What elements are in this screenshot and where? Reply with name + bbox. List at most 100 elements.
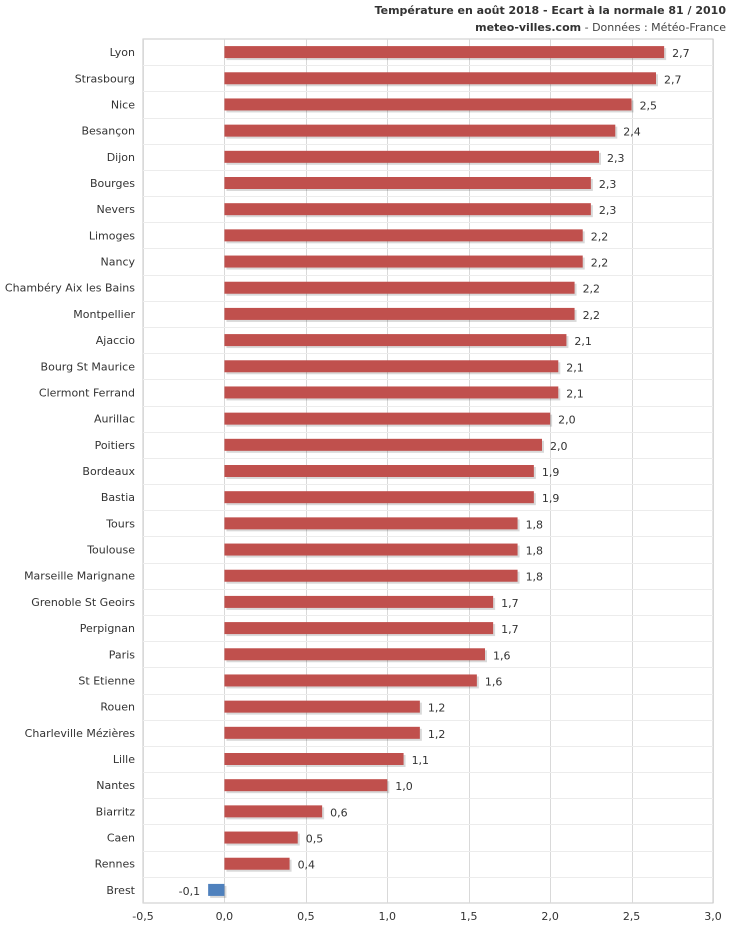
category-label: Strasbourg <box>75 72 135 85</box>
category-label: Rouen <box>100 701 135 714</box>
chart-title-block: Température en août 2018 - Ecart à la no… <box>375 3 726 35</box>
value-label: 1,8 <box>526 518 544 531</box>
bar <box>224 98 632 111</box>
bar <box>224 360 559 373</box>
category-label: Lyon <box>110 46 135 59</box>
value-label: 0,5 <box>306 833 324 846</box>
bar <box>224 753 404 765</box>
bar <box>224 543 518 556</box>
value-label: 1,9 <box>542 492 560 505</box>
category-label: Nice <box>111 98 135 111</box>
value-label: 1,7 <box>501 623 518 636</box>
category-label: Rennes <box>95 858 136 871</box>
bar <box>224 203 591 216</box>
bar <box>224 805 323 818</box>
value-label: 2,3 <box>607 152 625 165</box>
value-label: 1,7 <box>501 597 518 610</box>
value-label: 1,8 <box>526 571 544 584</box>
bar <box>224 491 534 504</box>
category-label: Perpignan <box>80 622 135 635</box>
category-label: Besançon <box>81 125 135 138</box>
category-label: Lille <box>113 753 135 766</box>
category-label: St Etienne <box>78 674 135 687</box>
value-label: 2,2 <box>591 257 609 270</box>
bar <box>224 386 559 399</box>
bar <box>224 72 656 85</box>
bar <box>224 46 665 59</box>
category-label: Bourges <box>90 177 135 190</box>
value-label: 1,2 <box>428 702 446 715</box>
category-label: Brest <box>106 884 135 897</box>
category-label: Grenoble St Geoirs <box>31 596 135 609</box>
value-label: 2,1 <box>566 387 584 400</box>
bar <box>224 412 551 425</box>
value-label: 2,1 <box>566 361 584 374</box>
bar <box>224 438 542 451</box>
chart-title: Température en août 2018 - Ecart à la no… <box>374 4 726 17</box>
value-label: 0,4 <box>298 859 316 872</box>
bar <box>224 150 599 163</box>
category-label: Montpellier <box>73 308 135 321</box>
category-label: Bastia <box>101 491 135 504</box>
bar <box>224 674 477 687</box>
value-label: 2,2 <box>583 309 601 322</box>
bar <box>224 857 290 870</box>
bar <box>224 465 534 477</box>
value-label: 0,6 <box>330 806 348 819</box>
value-label: 2,2 <box>591 230 609 243</box>
value-label: 2,7 <box>664 73 682 86</box>
bar <box>224 124 616 137</box>
category-label: Dijon <box>107 151 135 164</box>
x-tick-label: -0,5 <box>132 910 153 923</box>
value-label: 1,8 <box>526 545 544 558</box>
category-label: Charleville Mézières <box>25 727 136 740</box>
value-label: 1,6 <box>485 675 503 688</box>
bar <box>224 255 583 268</box>
category-label: Ajaccio <box>96 334 135 347</box>
value-label: 1,0 <box>395 780 413 793</box>
category-label: Aurillac <box>94 413 135 426</box>
bar <box>224 700 420 713</box>
source-site-link[interactable]: meteo-villes.com <box>475 21 582 34</box>
x-tick-label: 0,0 <box>216 910 234 923</box>
value-label: 2,3 <box>599 178 617 191</box>
x-tick-label: 2,0 <box>541 910 559 923</box>
x-tick-label: 1,5 <box>460 910 478 923</box>
value-label: 2,5 <box>640 99 658 112</box>
value-label: 1,9 <box>542 466 560 479</box>
category-label: Nantes <box>96 779 135 792</box>
x-tick-label: 3,0 <box>704 910 722 923</box>
category-label: Clermont Ferrand <box>39 386 135 399</box>
bar <box>224 177 591 189</box>
bar <box>224 229 583 242</box>
category-label: Caen <box>107 832 135 845</box>
bar <box>224 281 575 294</box>
bar <box>224 595 494 608</box>
bar <box>224 726 420 739</box>
value-label: -0,1 <box>179 885 200 898</box>
bar <box>224 569 518 582</box>
category-label: Nevers <box>96 203 135 216</box>
category-label: Biarritz <box>96 805 136 818</box>
value-label: 2,1 <box>574 335 592 348</box>
value-label: 2,0 <box>558 414 576 427</box>
bar <box>224 831 298 844</box>
value-label: 1,6 <box>493 649 511 662</box>
category-label: Marseille Marignane <box>24 570 135 583</box>
category-label: Nancy <box>101 256 136 269</box>
value-label: 1,1 <box>412 754 430 767</box>
category-label: Paris <box>109 648 135 661</box>
bar <box>224 622 494 635</box>
category-label: Toulouse <box>86 544 135 557</box>
value-label: 2,3 <box>599 204 617 217</box>
bar <box>224 648 485 661</box>
value-label: 1,2 <box>428 728 446 741</box>
bar <box>208 883 225 896</box>
category-label: Bourg St Maurice <box>41 360 136 373</box>
category-label: Bordeaux <box>82 465 135 478</box>
bar <box>224 517 518 530</box>
bar <box>224 334 567 347</box>
x-tick-label: 2,5 <box>623 910 641 923</box>
category-label: Poitiers <box>95 439 136 452</box>
